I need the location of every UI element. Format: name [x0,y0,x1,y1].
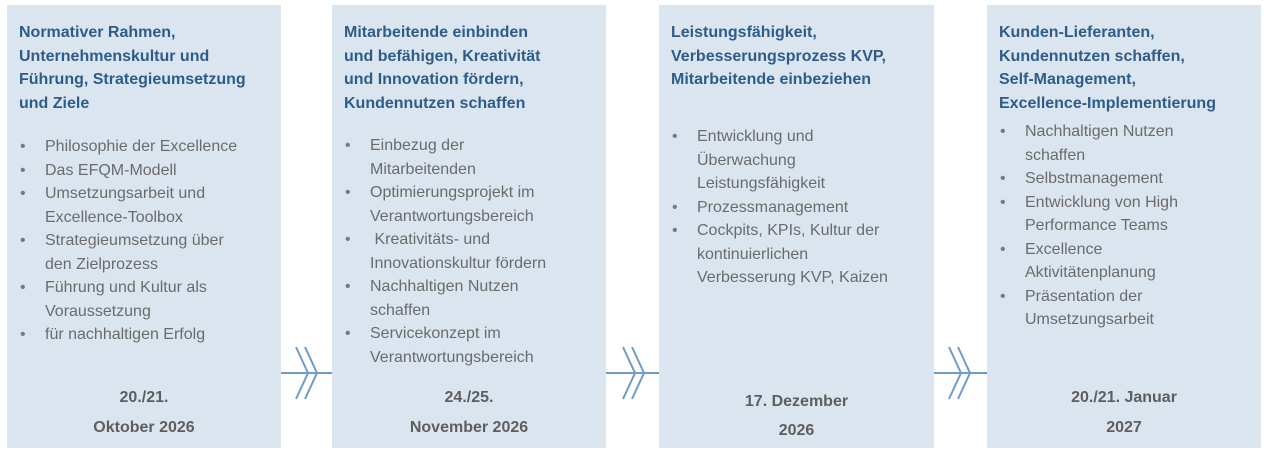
title-line: Unternehmenskultur und [19,47,210,65]
phase-card-3: Leistungsfähigkeit, Verbesserungsprozess… [659,5,934,448]
title-line: und befähigen, Kreativität [344,47,541,65]
title-line: Normativer Rahmen, [19,24,176,41]
phase-title: Normativer Rahmen, Unternehmenskultur un… [19,21,275,115]
phase-date: 17. Dezember 2026 [744,393,849,439]
double-chevron-right-icon [622,346,646,400]
title-line: Mitarbeitende einbinden [344,24,529,41]
phase-date: 20./21. Oktober 2026 [93,389,195,436]
phase-title: Kunden-Lieferanten, Kundennutzen schaffe… [999,21,1255,115]
title-line: Leistungsfähigkeit, [671,24,817,41]
topic-item: Optimierungsprojekt imVerantwortungsbere… [345,181,600,228]
double-chevron-right-icon [295,346,319,400]
title-line: Kundennutzen schaffen [344,94,526,112]
topic-item: Selbstmanagement [1000,167,1255,191]
phase-title: Mitarbeitende einbinden und befähigen, K… [344,21,600,115]
phase-date: 24./25. November 2026 [409,389,529,436]
phase-card-2: Mitarbeitende einbinden und befähigen, K… [332,5,606,448]
topic-item: Cockpits, KPIs, Kultur derkontinuierlich… [672,219,928,290]
double-chevron-right-icon [948,346,972,400]
title-line: Führung, Strategieumsetzung [19,71,246,88]
topic-item: Entwicklung undÜberwachungLeistungsfähig… [672,125,928,196]
topic-item: für nachhaltigen Erfolg [20,323,275,347]
phase-card-1: Normativer Rahmen, Unternehmenskultur un… [7,5,281,448]
phase-title: Leistungsfähigkeit, Verbesserungsprozess… [671,21,928,92]
topic-item: Philosophie der Excellence [20,135,275,159]
topic-list: Philosophie der Excellence Das EFQM-Mode… [20,135,275,347]
title-line: Mitarbeitende einbeziehen [671,71,872,88]
title-line: Verbesserungsprozess KVP, [671,47,886,65]
phase-card-4: Kunden-Lieferanten, Kundennutzen schaffe… [987,5,1261,448]
title-line: Kunden-Lieferanten, [999,24,1155,41]
phase-date: 20./21. Januar 2027 [1071,389,1177,436]
title-line: und Innovation fördern, [344,71,524,88]
title-line: Kundennutzen schaffen, [999,47,1185,65]
title-line: Excellence-Implementierung [999,94,1216,112]
topic-item: Prozessmanagement [672,196,928,220]
title-line: und Ziele [19,94,90,112]
title-line: Self-Management, [999,71,1136,88]
topic-list: Entwicklung undÜberwachungLeistungsfähig… [672,125,928,290]
topic-item: Das EFQM-Modell [20,159,275,183]
